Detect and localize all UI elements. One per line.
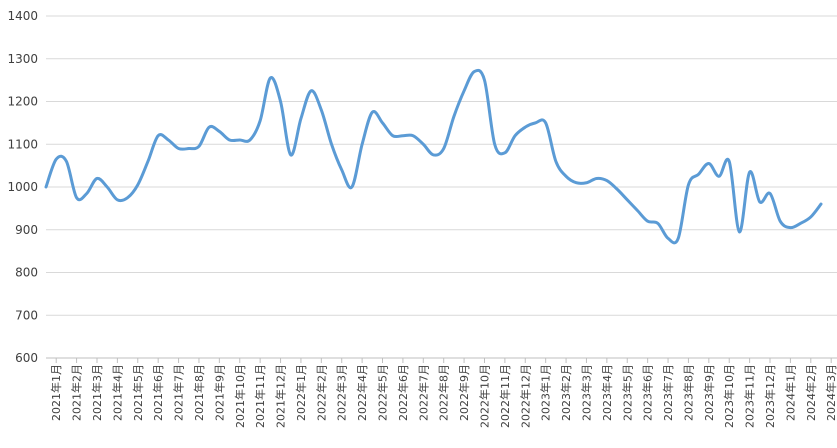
x-tick-label: 2021年6月 — [151, 364, 165, 421]
x-tick-label: 2022年11月 — [498, 364, 512, 428]
x-tick-label: 2023年2月 — [559, 364, 573, 421]
x-tick-label: 2023年11月 — [743, 364, 757, 428]
x-tick-label: 2022年8月 — [437, 364, 451, 421]
x-tick-label: 2024年3月 — [824, 364, 837, 421]
y-tick-label: 1400 — [7, 9, 38, 23]
x-tick-label: 2021年8月 — [192, 364, 206, 421]
y-axis-tick-labels: 600 700 800 900 1000 1100 1200 1300 1400 — [7, 9, 38, 365]
x-tick-label: 2021年5月 — [131, 364, 145, 421]
x-axis-tick-labels: 2021年1月 2021年2月 2021年3月 2021年4月 2021年5月 2021年… — [49, 364, 837, 428]
x-tick-label: 2023年12月 — [763, 364, 777, 428]
grid-lines — [46, 15, 837, 316]
y-tick-label: 1100 — [7, 137, 38, 151]
x-tick-label: 2022年7月 — [416, 364, 430, 421]
x-tick-label: 2023年5月 — [620, 364, 634, 421]
x-tick-label: 2021年12月 — [274, 364, 288, 428]
x-tick-label: 2022年3月 — [335, 364, 349, 421]
x-tick-label: 2021年1月 — [49, 364, 63, 421]
x-tick-label: 2024年2月 — [804, 364, 818, 421]
y-tick-label: 700 — [15, 308, 38, 322]
y-tick-label: 600 — [15, 351, 38, 365]
y-tick-label: 900 — [15, 223, 38, 237]
x-tick-label: 2023年1月 — [539, 364, 553, 421]
y-tick-label: 1000 — [7, 180, 38, 194]
x-tick-label: 2023年9月 — [702, 364, 716, 421]
x-tick-label: 2023年8月 — [681, 364, 695, 421]
x-tick-label: 2022年9月 — [457, 364, 471, 421]
x-axis — [46, 357, 837, 363]
y-tick-label: 800 — [15, 266, 38, 280]
x-tick-label: 2022年10月 — [477, 364, 491, 428]
x-tick-label: 2023年10月 — [722, 364, 736, 428]
x-tick-label: 2024年1月 — [783, 364, 797, 421]
x-tick-label: 2021年4月 — [110, 364, 124, 421]
y-tick-label: 1300 — [7, 52, 38, 66]
x-tick-label: 2021年7月 — [172, 364, 186, 421]
x-tick-label: 2022年6月 — [396, 364, 410, 421]
x-tick-label: 2021年2月 — [70, 364, 84, 421]
x-tick-label: 2023年3月 — [579, 364, 593, 421]
x-tick-label: 2022年12月 — [518, 364, 532, 428]
x-tick-label: 2021年10月 — [233, 364, 247, 428]
y-tick-label: 1200 — [7, 95, 38, 109]
x-tick-label: 2021年11月 — [253, 364, 267, 428]
series-group — [44, 68, 823, 245]
series-line — [44, 68, 823, 245]
x-tick-label: 2023年7月 — [661, 364, 675, 421]
x-tick-label: 2022年1月 — [294, 364, 308, 421]
x-tick-label: 2021年3月 — [90, 364, 104, 421]
x-tick-label: 2022年4月 — [355, 364, 369, 421]
x-tick-label: 2023年6月 — [641, 364, 655, 421]
x-tick-label: 2022年5月 — [376, 364, 390, 421]
x-tick-label: 2023年4月 — [600, 364, 614, 421]
x-tick-label: 2021年9月 — [212, 364, 226, 421]
x-tick-label: 2022年2月 — [314, 364, 328, 421]
